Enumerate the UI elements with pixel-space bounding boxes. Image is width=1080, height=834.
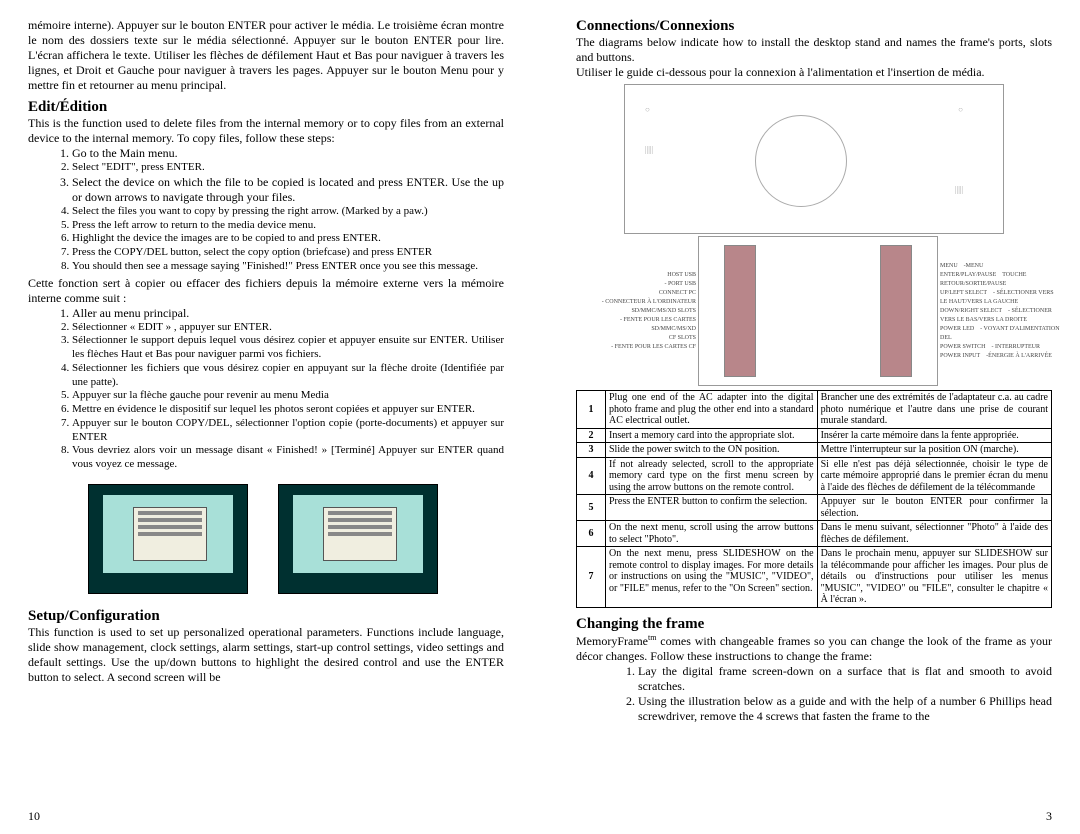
side-panel-left (724, 245, 756, 377)
table-row: 6On the next menu, scroll using the arro… (577, 521, 1052, 547)
list-item: Go to the Main menu. (72, 146, 504, 161)
list-item: Highlight the device the images are to b… (72, 232, 504, 246)
list-item: Press the COPY/DEL button, select the co… (72, 246, 504, 260)
changing-frame-intro: MemoryFrametm comes with changeable fram… (576, 633, 1052, 664)
table-row: 1Plug one end of the AC adapter into the… (577, 391, 1052, 429)
edit-list-en: Go to the Main menu. Select "EDIT", pres… (28, 146, 504, 274)
list-item: Appuyer sur la flèche gauche pour reveni… (72, 389, 504, 403)
diagram-bottom-frame (698, 236, 938, 386)
list-item: You should then see a message saying "Fi… (72, 260, 504, 274)
list-item: Sélectionner les fichiers que vous désir… (72, 362, 504, 390)
list-item: Sélectionner le support depuis lequel vo… (72, 334, 504, 362)
table-row: 4If not already selected, scroll to the … (577, 457, 1052, 495)
page-container: mémoire interne). Appuyer sur le bouton … (0, 0, 1080, 834)
edit-intro-en: This is the function used to delete file… (28, 116, 504, 146)
table-row: 2Insert a memory card into the appropria… (577, 428, 1052, 443)
diagram-frame-back: ||||| ||||| ○ ○ (624, 84, 1004, 234)
setup-text: This function is used to set up personal… (28, 625, 504, 685)
list-item: Select the files you want to copy by pre… (72, 205, 504, 219)
setup-heading: Setup/Configuration (28, 608, 504, 625)
connections-fr: Utiliser le guide ci-dessous pour la con… (576, 65, 1052, 80)
connections-heading: Connections/Connexions (576, 18, 1052, 35)
edit-list-fr: Aller au menu principal. Sélectionner « … (28, 306, 504, 472)
page-number-right: 3 (576, 809, 1052, 824)
list-item: Vous devriez alors voir un message disan… (72, 444, 504, 472)
list-item: Mettre en évidence le dispositif sur leq… (72, 403, 504, 417)
left-column: mémoire interne). Appuyer sur le bouton … (0, 0, 540, 834)
list-item: Using the illustration below as a guide … (638, 694, 1052, 724)
list-item: Sélectionner « EDIT » , appuyer sur ENTE… (72, 321, 504, 335)
table-row: 7On the next menu, press SLIDESHOW on th… (577, 547, 1052, 608)
list-item: Select the device on which the file to b… (72, 175, 504, 205)
list-item: Lay the digital frame screen-down on a s… (638, 664, 1052, 694)
screenshot-2 (278, 484, 438, 594)
screenshots-row (88, 484, 504, 594)
right-column: Connections/Connexions The diagrams belo… (540, 0, 1080, 834)
list-item: Appuyer sur le bouton COPY/DEL, sélectio… (72, 417, 504, 445)
stand-circle (755, 115, 847, 207)
side-panel-right (880, 245, 912, 377)
diagram-ports: HOST USB - PORT USB CONNECT PC - CONNECT… (576, 236, 1060, 386)
screenshot-1 (88, 484, 248, 594)
table-row: 3Slide the power switch to the ON positi… (577, 443, 1052, 458)
edit-heading: Edit/Édition (28, 99, 504, 116)
table-row: 5Press the ENTER button to confirm the s… (577, 495, 1052, 521)
list-item: Press the left arrow to return to the me… (72, 219, 504, 233)
list-item: Select "EDIT", press ENTER. (72, 161, 504, 175)
list-item: Aller au menu principal. (72, 306, 504, 321)
intro-paragraph: mémoire interne). Appuyer sur le bouton … (28, 18, 504, 93)
connections-en: The diagrams below indicate how to insta… (576, 35, 1052, 65)
steps-table: 1Plug one end of the AC adapter into the… (576, 390, 1052, 608)
changing-frame-list: Lay the digital frame screen-down on a s… (576, 664, 1052, 724)
page-number-left: 10 (28, 809, 504, 824)
port-labels-right: MENU -MENU ENTER/PLAY/PAUSE TOUCHE RETOU… (940, 262, 1060, 361)
changing-frame-heading: Changing the frame (576, 616, 1052, 633)
port-labels-left: HOST USB - PORT USB CONNECT PC - CONNECT… (576, 271, 696, 352)
edit-intro-fr: Cette fonction sert à copier ou effacer … (28, 276, 504, 306)
